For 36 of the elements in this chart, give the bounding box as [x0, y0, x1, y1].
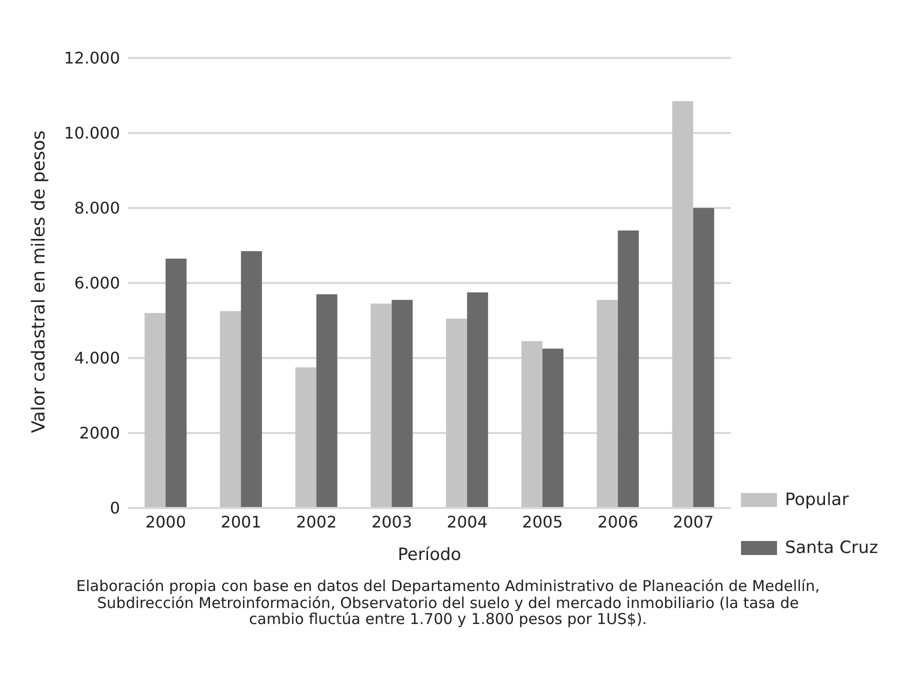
bar: [316, 294, 338, 508]
x-axis-title: Período: [398, 545, 462, 565]
bar: [392, 300, 413, 508]
bar: [220, 311, 241, 508]
y-axis-title: Valor cadastral en miles de pesos: [28, 130, 50, 433]
x-tick-label: 2001: [220, 512, 262, 532]
legend-label: Santa Cruz: [784, 538, 878, 558]
bar: [672, 101, 694, 508]
bar: [596, 300, 618, 508]
x-tick-label: 2007: [672, 512, 714, 532]
y-tick-label: 0: [110, 498, 120, 518]
bar: [240, 251, 262, 508]
x-tick-label: 2004: [446, 512, 488, 532]
y-tick-label: 10.000: [64, 124, 120, 143]
bar: [370, 304, 392, 508]
bar: [467, 292, 488, 508]
x-tick-label: 2000: [145, 512, 186, 532]
legend-label: Popular: [784, 490, 849, 510]
bar: [446, 318, 468, 508]
x-tick-label: 2002: [296, 512, 337, 532]
y-tick-label: 12.000: [64, 48, 120, 68]
x-tick-label: 2006: [598, 512, 638, 532]
bar: [521, 341, 542, 508]
text: Elaboración propia con base en datos del Departamento Administrativo de Planeación de Medellín, Subdirección Metroinformación, Observatorio del suelo y del mercado inmobiliario (la tasa de cambio fluctúa entre 1.700 y 1.800 pesos por 1US$).: [75, 577, 821, 628]
bar: [295, 367, 316, 508]
x-tick-label: 2003: [371, 512, 412, 532]
y-tick-label: 8.000: [74, 198, 120, 218]
y-tick-label: 2000: [79, 424, 120, 443]
bar: [166, 258, 187, 508]
bar: [542, 348, 564, 508]
y-tick-label: 6.000: [74, 274, 120, 293]
bar: [693, 208, 714, 508]
bar: [144, 313, 166, 508]
x-tick-label: 2005: [522, 512, 563, 532]
bar: [618, 230, 639, 508]
y-tick-label: 4.000: [74, 348, 120, 368]
